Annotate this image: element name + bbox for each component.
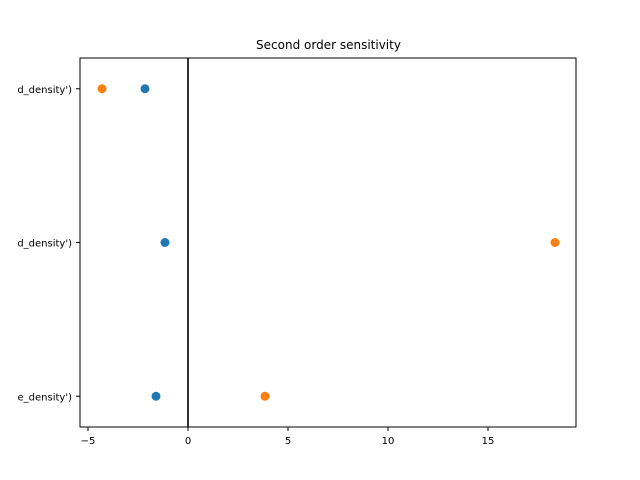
x-tick-label: −5 (81, 436, 96, 447)
x-tick-label: 15 (482, 436, 495, 447)
x-tick-label: 0 (185, 436, 191, 447)
plot-frame (79, 57, 577, 428)
y-tick-label: e_density') (18, 392, 73, 403)
plot-marks (97, 58, 560, 427)
chart-title: Second order sensitivity (256, 38, 401, 52)
x-tick-label: 10 (382, 436, 395, 447)
data-point (550, 238, 560, 247)
x-tick-label: 5 (285, 436, 291, 447)
axes: −5 0 5 10 15 e_density') d_density') d_density'… (17, 85, 494, 447)
data-point (151, 391, 161, 401)
data-point (97, 84, 107, 94)
data-point (160, 238, 170, 247)
data-point (260, 391, 270, 401)
y-tick-label: d_density') (17, 239, 72, 250)
data-point (140, 84, 150, 94)
y-tick-label: d_density') (17, 85, 72, 96)
